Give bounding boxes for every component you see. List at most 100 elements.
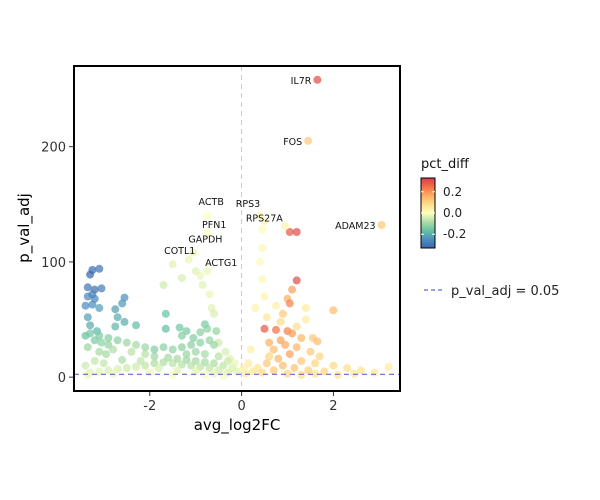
data-point xyxy=(260,324,269,333)
y-tick-label: 100 xyxy=(41,256,66,271)
data-point xyxy=(200,350,209,359)
data-point xyxy=(141,350,150,359)
data-point xyxy=(95,367,104,376)
data-point xyxy=(132,362,140,371)
data-point xyxy=(256,211,264,220)
x-axis-ticks: -2 0 2 xyxy=(143,392,338,414)
data-point xyxy=(177,360,186,369)
data-point xyxy=(285,299,294,308)
data-point xyxy=(120,317,129,326)
data-point xyxy=(292,276,301,285)
data-point xyxy=(304,366,313,375)
data-point xyxy=(97,284,106,293)
data-point xyxy=(221,347,230,356)
data-point xyxy=(384,362,393,371)
data-point xyxy=(150,352,159,361)
data-point xyxy=(109,345,117,354)
data-point xyxy=(260,292,269,301)
data-point xyxy=(99,359,108,368)
data-point xyxy=(292,228,301,236)
data-point xyxy=(357,366,365,375)
gene-label: ACTG1 xyxy=(205,258,237,269)
data-point xyxy=(88,300,97,309)
data-point xyxy=(297,370,306,379)
y-tick-label: 200 xyxy=(41,141,66,156)
data-point xyxy=(246,345,255,354)
data-point xyxy=(182,350,191,359)
data-point xyxy=(189,248,198,257)
data-point xyxy=(329,361,338,370)
data-point xyxy=(320,367,329,376)
gene-label: PFN1 xyxy=(202,220,226,231)
data-point xyxy=(301,315,310,324)
data-point xyxy=(187,340,196,349)
data-point xyxy=(81,301,90,310)
data-point xyxy=(127,347,136,356)
data-point xyxy=(132,340,140,349)
data-point xyxy=(329,306,338,315)
color-legend: pct_diff 0.2 0.0 -0.2 xyxy=(420,157,470,249)
data-point xyxy=(315,352,324,361)
data-point xyxy=(177,343,186,352)
data-point xyxy=(168,345,177,354)
data-point xyxy=(223,357,232,365)
data-point xyxy=(118,355,127,364)
data-point xyxy=(251,304,260,312)
data-point xyxy=(177,274,186,283)
gene-label: FOS xyxy=(283,137,302,148)
plot-area: IL7R FOS ADAM23 RPS3 ACTB RPS27A PFN1 GAPDHCOTL… xyxy=(73,65,401,392)
data-point xyxy=(159,343,168,352)
data-point xyxy=(189,334,198,342)
legend-tick-label: 0.2 xyxy=(443,185,462,199)
data-point xyxy=(334,370,342,379)
data-point xyxy=(258,225,267,234)
data-point xyxy=(95,304,104,312)
data-point xyxy=(274,354,283,363)
data-point xyxy=(168,359,177,368)
legend-tick-label: -0.2 xyxy=(443,227,466,241)
data-point xyxy=(159,358,168,367)
data-point xyxy=(283,369,292,378)
data-point xyxy=(272,301,280,310)
data-point xyxy=(265,352,274,361)
data-point xyxy=(288,329,297,338)
data-point xyxy=(306,347,315,356)
data-point xyxy=(200,370,209,379)
data-point xyxy=(233,367,241,376)
data-point xyxy=(168,370,177,379)
data-point xyxy=(343,364,352,372)
data-point xyxy=(95,264,104,273)
data-point xyxy=(83,283,92,292)
data-point xyxy=(262,359,271,368)
data-point xyxy=(145,368,154,377)
data-point xyxy=(118,299,127,308)
data-point xyxy=(272,325,280,334)
data-point xyxy=(203,267,212,276)
color-legend-title: pct_diff xyxy=(421,157,470,172)
data-point xyxy=(311,369,320,378)
data-point xyxy=(168,260,177,269)
data-point xyxy=(278,361,287,370)
data-point xyxy=(150,345,159,354)
gene-label: ACTB xyxy=(199,197,224,208)
data-point xyxy=(288,285,297,294)
data-point xyxy=(95,347,104,356)
data-point xyxy=(313,337,322,346)
data-point xyxy=(256,257,264,266)
data-point xyxy=(161,324,170,333)
data-point xyxy=(203,229,212,238)
gene-label: IL7R xyxy=(291,76,312,87)
data-point xyxy=(111,305,120,314)
gene-label: RPS27A xyxy=(246,214,283,225)
data-point xyxy=(86,270,95,279)
gene-label: RPS3 xyxy=(236,199,260,210)
data-point xyxy=(212,327,221,336)
data-point xyxy=(104,334,113,342)
data-point xyxy=(205,290,214,299)
data-point xyxy=(265,338,274,347)
data-point xyxy=(196,328,205,337)
data-point xyxy=(281,222,290,231)
data-point xyxy=(113,336,122,345)
data-point xyxy=(83,343,92,352)
data-point xyxy=(258,244,267,253)
